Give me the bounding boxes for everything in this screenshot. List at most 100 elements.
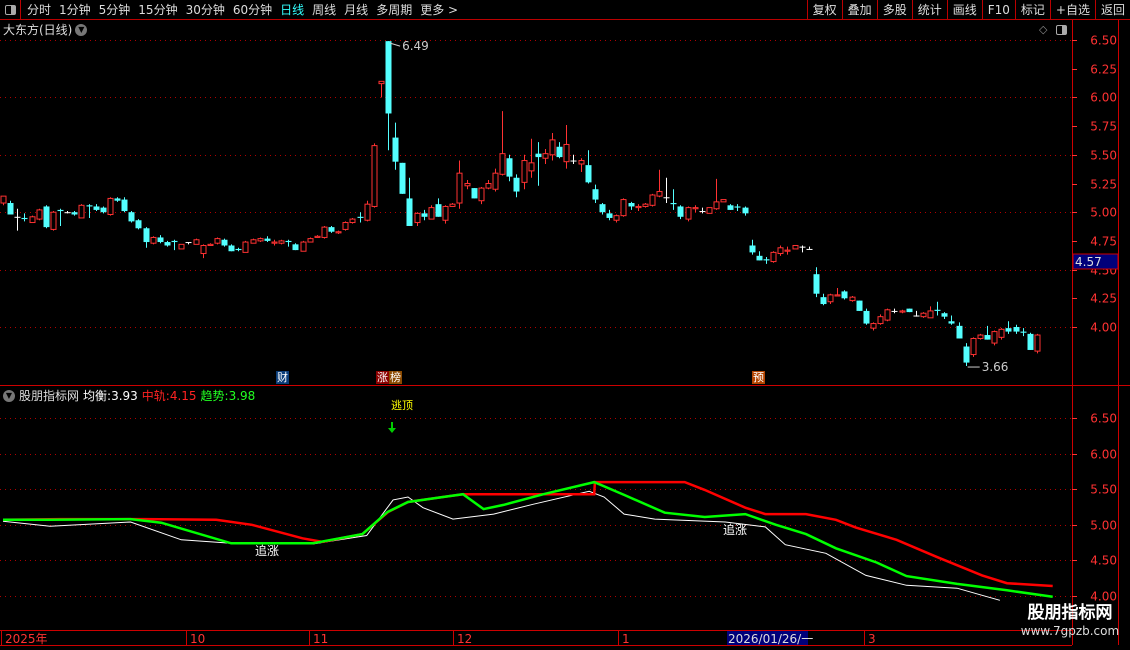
down-arrow-icon: [388, 422, 396, 433]
candle-body-up: [692, 207, 699, 210]
candle-body-up: [314, 235, 321, 238]
candle-body-down: [235, 248, 242, 251]
candle-body-up: [849, 296, 856, 302]
period-tab-5[interactable]: 60分钟: [232, 3, 273, 17]
candle-body-up: [36, 209, 43, 220]
candle-body-flat: [913, 315, 920, 317]
candle-body-down: [677, 206, 684, 217]
candle-body-flat: [891, 310, 898, 312]
candle-body-down: [121, 199, 128, 212]
tool-button-0[interactable]: 复权: [806, 0, 842, 20]
signal-chase-label: 追涨: [723, 523, 748, 537]
marker-ranking[interactable]: 榜: [389, 371, 402, 384]
period-tab-9[interactable]: 多周期: [376, 3, 413, 17]
indicator-name: 股朋指标网: [19, 389, 80, 403]
chart-title: 大东方(日线) ▼: [3, 21, 88, 38]
x-axis-label: 10: [190, 632, 205, 646]
period-tab-6[interactable]: 日线: [280, 3, 305, 17]
period-tab-3[interactable]: 15分钟: [138, 3, 178, 17]
candle-body-down: [328, 227, 335, 232]
candle-body-up: [321, 226, 328, 238]
tool-button-5[interactable]: F10: [981, 0, 1015, 20]
price-tick-label: 4.00: [1090, 321, 1117, 335]
candle-body-down: [164, 242, 171, 246]
signal-chase-label: 追涨: [255, 544, 280, 558]
price-tick-label: 4.25: [1090, 292, 1117, 306]
candle-body-flat: [806, 248, 813, 250]
candle-body-up: [899, 310, 906, 313]
panel-toggle-button[interactable]: [0, 0, 21, 20]
candle-body-down: [392, 137, 399, 162]
candle-body-up: [770, 251, 777, 263]
price-tick-label: 6.25: [1090, 63, 1117, 77]
period-tab-8[interactable]: 月线: [344, 3, 369, 17]
indicator-tick-label: 5.50: [1090, 483, 1117, 497]
chevron-down-icon[interactable]: ▼: [3, 389, 15, 402]
chevron-down-icon[interactable]: ▼: [75, 23, 88, 36]
candle-body-up: [777, 247, 784, 255]
marker-forecast[interactable]: 预: [752, 371, 765, 384]
candle-body-up: [342, 222, 349, 230]
tool-button-3[interactable]: 统计: [911, 0, 947, 20]
candle-body-flat: [663, 197, 670, 199]
period-tab-7[interactable]: 周线: [312, 3, 337, 17]
tool-button-4[interactable]: 画线: [946, 0, 982, 20]
candle-body-down: [670, 203, 677, 205]
signal-top-label: 逃顶: [391, 399, 413, 412]
candle-body-down: [628, 203, 635, 207]
candle-body-down: [264, 238, 271, 241]
candle-body-down: [285, 240, 292, 243]
period-tab-10[interactable]: 更多 >: [420, 3, 459, 17]
period-tab-1[interactable]: 1分钟: [59, 3, 91, 17]
tool-button-7[interactable]: +自选: [1049, 0, 1095, 20]
indicator-legend: ▼ 股朋指标网 均衡: 3.93 中轨: 4.15 趋势: 3.98: [3, 387, 255, 404]
indicator-line-balance: [2, 490, 1001, 601]
candle-body-down: [820, 297, 827, 305]
x-axis-label: 3: [868, 632, 876, 646]
candle-body-up: [178, 243, 185, 250]
candle-body-down: [292, 244, 299, 251]
candle-body-up: [492, 172, 499, 190]
price-tick-label: 6.00: [1090, 91, 1117, 105]
candle-body-down: [86, 205, 93, 207]
current-price-label: 4.57: [1075, 255, 1102, 269]
candle-body-up: [620, 199, 627, 217]
candle-body-up: [242, 241, 249, 253]
period-tab-0[interactable]: 分时: [27, 3, 52, 17]
indicator-line-trend: [3, 480, 1053, 598]
period-tab-2[interactable]: 5分钟: [98, 3, 131, 17]
mid-value: 4.15: [169, 388, 197, 403]
diamond-icon[interactable]: ◇: [1039, 23, 1048, 36]
marker-limit-up[interactable]: 涨: [376, 371, 389, 384]
candle-body-up: [193, 239, 200, 245]
candle-body-up: [542, 153, 549, 159]
candle-body-down: [535, 153, 542, 158]
tool-button-2[interactable]: 多股: [876, 0, 912, 20]
candle-body-down: [948, 321, 955, 324]
tool-button-1[interactable]: 叠加: [841, 0, 877, 20]
candle-body-down: [863, 310, 870, 324]
candle-body-down: [1013, 327, 1020, 332]
panel-toggle-icon[interactable]: [1056, 25, 1067, 35]
candle-body-down: [221, 239, 228, 246]
tool-button-8[interactable]: 返回: [1094, 0, 1130, 20]
candle-body-up: [720, 199, 727, 203]
indicator-tick-label: 4.50: [1090, 554, 1117, 568]
candle-body-up: [563, 143, 570, 163]
candle-body-up: [335, 231, 342, 234]
candle-body-down: [171, 240, 178, 243]
marker-finance[interactable]: 财: [276, 371, 289, 384]
candle-body-down: [606, 213, 613, 218]
candle-body-up: [29, 216, 36, 224]
candle-body-down: [592, 189, 599, 200]
candle-body-down: [956, 325, 963, 339]
period-toolbar: 分时 1分钟 5分钟 15分钟 30分钟 60分钟 日线 周线 月线 多周期 更多 > 复权 叠加 多股…: [0, 0, 1130, 20]
period-tab-4[interactable]: 30分钟: [185, 3, 225, 17]
balance-value: 3.93: [111, 388, 138, 403]
candle-body-down: [734, 206, 741, 208]
candle-body-down: [934, 309, 941, 311]
candle-body-down: [599, 204, 606, 213]
tool-button-6[interactable]: 标记: [1014, 0, 1050, 20]
x-axis-label: 12: [457, 632, 472, 646]
